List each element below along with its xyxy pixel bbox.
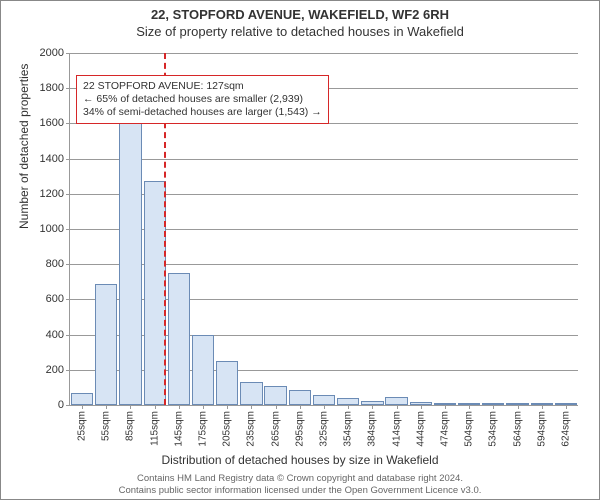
ytick-mark (66, 264, 70, 265)
histogram-bar (264, 386, 286, 405)
histogram-bar (168, 273, 190, 405)
ytick-label: 2000 (40, 47, 64, 59)
ytick-label: 1000 (40, 223, 64, 235)
xtick-label: 175sqm (198, 411, 209, 447)
ytick-label: 1800 (40, 82, 64, 94)
xtick-label: 414sqm (391, 411, 402, 447)
xtick-label: 504sqm (464, 411, 475, 447)
ytick-mark (66, 370, 70, 371)
xtick-label: 354sqm (343, 411, 354, 447)
xtick-mark (469, 405, 470, 409)
annotation-line: 34% of semi-detached houses are larger (… (83, 106, 322, 119)
histogram-bar (216, 361, 238, 405)
xtick-label: 384sqm (367, 411, 378, 447)
xtick-mark (518, 405, 519, 409)
xtick-label: 205sqm (222, 411, 233, 447)
xtick-mark (276, 405, 277, 409)
histogram-bar (385, 397, 407, 405)
xtick-mark (227, 405, 228, 409)
xtick-label: 115sqm (149, 411, 160, 446)
ytick-label: 0 (58, 399, 64, 411)
xtick-mark (324, 405, 325, 409)
chart-container: 22, STOPFORD AVENUE, WAKEFIELD, WF2 6RH … (0, 0, 600, 500)
xtick-mark (179, 405, 180, 409)
plot-area: 020040060080010001200140016001800200025s… (69, 53, 578, 406)
ytick-mark (66, 123, 70, 124)
histogram-bar (119, 120, 141, 405)
histogram-bar (192, 335, 214, 405)
ytick-label: 600 (46, 293, 64, 305)
xtick-mark (445, 405, 446, 409)
xtick-label: 444sqm (415, 411, 426, 447)
page-subtitle: Size of property relative to detached ho… (1, 24, 599, 39)
histogram-bar (289, 390, 311, 405)
xtick-mark (251, 405, 252, 409)
xtick-label: 534sqm (488, 411, 499, 447)
page-title: 22, STOPFORD AVENUE, WAKEFIELD, WF2 6RH (1, 7, 599, 22)
annotation-box: 22 STOPFORD AVENUE: 127sqm← 65% of detac… (76, 75, 329, 124)
xtick-label: 325sqm (319, 411, 330, 447)
y-axis-label: Number of detached properties (17, 64, 31, 229)
histogram-bar (337, 398, 359, 405)
xtick-label: 85sqm (125, 411, 136, 441)
ytick-mark (66, 299, 70, 300)
xtick-mark (397, 405, 398, 409)
ytick-label: 800 (46, 258, 64, 270)
ytick-mark (66, 405, 70, 406)
histogram-bar (313, 395, 335, 405)
xtick-mark (203, 405, 204, 409)
xtick-mark (130, 405, 131, 409)
ytick-mark (66, 159, 70, 160)
xtick-label: 55sqm (101, 411, 112, 441)
ytick-mark (66, 229, 70, 230)
ytick-mark (66, 335, 70, 336)
xtick-mark (300, 405, 301, 409)
ytick-mark (66, 194, 70, 195)
histogram-bar (240, 382, 262, 405)
xtick-label: 474sqm (439, 411, 450, 447)
xtick-mark (566, 405, 567, 409)
histogram-bar (144, 181, 166, 405)
xtick-label: 235sqm (246, 411, 257, 447)
ytick-label: 1400 (40, 153, 64, 165)
footer-text: Contains HM Land Registry data © Crown c… (1, 473, 599, 497)
xtick-mark (155, 405, 156, 409)
xtick-mark (542, 405, 543, 409)
ytick-mark (66, 88, 70, 89)
xtick-mark (421, 405, 422, 409)
xtick-mark (348, 405, 349, 409)
xtick-mark (82, 405, 83, 409)
ytick-mark (66, 53, 70, 54)
ytick-label: 400 (46, 329, 64, 341)
xtick-mark (493, 405, 494, 409)
xtick-label: 594sqm (536, 411, 547, 447)
annotation-line: 22 STOPFORD AVENUE: 127sqm (83, 80, 322, 93)
x-axis-label: Distribution of detached houses by size … (1, 453, 599, 467)
gridline (70, 159, 578, 160)
histogram-bar (71, 393, 93, 405)
xtick-label: 265sqm (270, 411, 281, 447)
xtick-mark (372, 405, 373, 409)
xtick-label: 295sqm (294, 411, 305, 447)
xtick-label: 564sqm (512, 411, 523, 447)
xtick-mark (106, 405, 107, 409)
histogram-bar (95, 284, 117, 405)
xtick-label: 145sqm (173, 411, 184, 447)
footer-line-2: Contains public sector information licen… (1, 485, 599, 497)
xtick-label: 25sqm (77, 411, 88, 441)
ytick-label: 1600 (40, 117, 64, 129)
gridline (70, 53, 578, 54)
xtick-label: 624sqm (560, 411, 571, 447)
annotation-line: ← 65% of detached houses are smaller (2,… (83, 93, 322, 106)
ytick-label: 200 (46, 364, 64, 376)
ytick-label: 1200 (40, 188, 64, 200)
footer-line-1: Contains HM Land Registry data © Crown c… (1, 473, 599, 485)
